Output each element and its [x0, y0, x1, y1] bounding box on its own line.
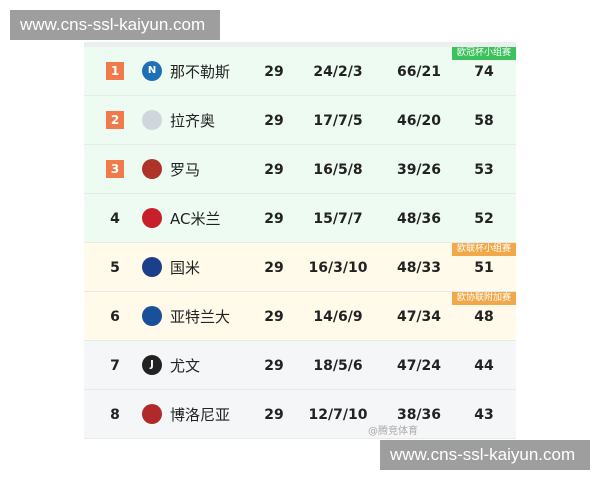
points: 58	[474, 113, 494, 129]
goals: 38/36	[396, 407, 442, 423]
team-name: 罗马	[170, 161, 201, 179]
goals: 48/36	[396, 211, 442, 227]
goals: 39/26	[396, 162, 442, 178]
points: 44	[474, 358, 494, 374]
table-row[interactable]: 7 J 尤文 29 18/5/6 47/24 44	[84, 341, 516, 390]
goals: 46/20	[396, 113, 442, 129]
rank: 1	[106, 62, 124, 80]
goals: 48/33	[396, 260, 442, 276]
played: 29	[264, 211, 284, 227]
win-draw-loss: 12/7/10	[308, 407, 368, 423]
points: 48	[474, 309, 494, 325]
played: 29	[264, 309, 284, 325]
roma-logo-icon	[142, 159, 162, 179]
win-draw-loss: 18/5/6	[313, 358, 363, 374]
qualification-badge: 欧联杯小组赛	[451, 243, 516, 256]
table-row[interactable]: 4 AC米兰 29 15/7/7 48/36 52	[84, 194, 516, 243]
table-row[interactable]: 2 拉齐奥 29 17/7/5 46/20 58	[84, 96, 516, 145]
goals: 47/24	[396, 358, 442, 374]
watermark-top: www.cns-ssl-kaiyun.com	[10, 10, 220, 40]
points: 51	[474, 260, 494, 276]
rank: 6	[110, 309, 120, 325]
bologna-logo-icon	[142, 404, 162, 424]
team-name: AC米兰	[170, 210, 221, 228]
table-top-strip	[84, 42, 516, 47]
rank: 7	[110, 358, 120, 374]
played: 29	[264, 260, 284, 276]
team-name: 那不勒斯	[170, 63, 231, 81]
points: 43	[474, 407, 494, 423]
win-draw-loss: 17/7/5	[313, 113, 363, 129]
rank: 5	[110, 260, 120, 276]
win-draw-loss: 24/2/3	[313, 64, 363, 80]
qualification-badge: 欧协联附加赛	[451, 292, 516, 305]
played: 29	[264, 407, 284, 423]
win-draw-loss: 15/7/7	[313, 211, 363, 227]
goals: 66/21	[396, 64, 442, 80]
team-name: 博洛尼亚	[170, 406, 231, 424]
napoli-logo-icon: N	[142, 61, 162, 81]
qualification-badge: 欧冠杯小组赛	[451, 47, 516, 60]
team-name: 国米	[170, 259, 201, 277]
standings-table: 1 N 那不勒斯 29 24/2/3 66/21 74 欧冠杯小组赛 2 拉齐奥…	[84, 42, 516, 439]
rank: 2	[106, 111, 124, 129]
played: 29	[264, 162, 284, 178]
rank: 8	[110, 407, 120, 423]
points: 74	[474, 64, 494, 80]
juventus-logo-icon: J	[142, 355, 162, 375]
played: 29	[264, 113, 284, 129]
table-row[interactable]: 3 罗马 29 16/5/8 39/26 53	[84, 145, 516, 194]
points: 52	[474, 211, 494, 227]
win-draw-loss: 16/5/8	[313, 162, 363, 178]
table-row[interactable]: 5 国米 29 16/3/10 48/33 51 欧联杯小组赛	[84, 243, 516, 292]
team-name: 尤文	[170, 357, 201, 375]
played: 29	[264, 358, 284, 374]
rank: 4	[110, 211, 120, 227]
table-row[interactable]: 6 亚特兰大 29 14/6/9 47/34 48 欧协联附加赛	[84, 292, 516, 341]
played: 29	[264, 64, 284, 80]
win-draw-loss: 14/6/9	[313, 309, 363, 325]
team-name: 拉齐奥	[170, 112, 216, 130]
inter-logo-icon	[142, 257, 162, 277]
source-watermark: @腾竞体育	[368, 426, 418, 437]
table-row[interactable]: 8 博洛尼亚 29 12/7/10 38/36 43	[84, 390, 516, 439]
goals: 47/34	[396, 309, 442, 325]
points: 53	[474, 162, 494, 178]
win-draw-loss: 16/3/10	[308, 260, 368, 276]
lazio-logo-icon	[142, 110, 162, 130]
watermark-bottom: www.cns-ssl-kaiyun.com	[380, 440, 590, 470]
table-row[interactable]: 1 N 那不勒斯 29 24/2/3 66/21 74 欧冠杯小组赛	[84, 47, 516, 96]
atalanta-logo-icon	[142, 306, 162, 326]
team-name: 亚特兰大	[170, 308, 231, 326]
milan-logo-icon	[142, 208, 162, 228]
rank: 3	[106, 160, 124, 178]
